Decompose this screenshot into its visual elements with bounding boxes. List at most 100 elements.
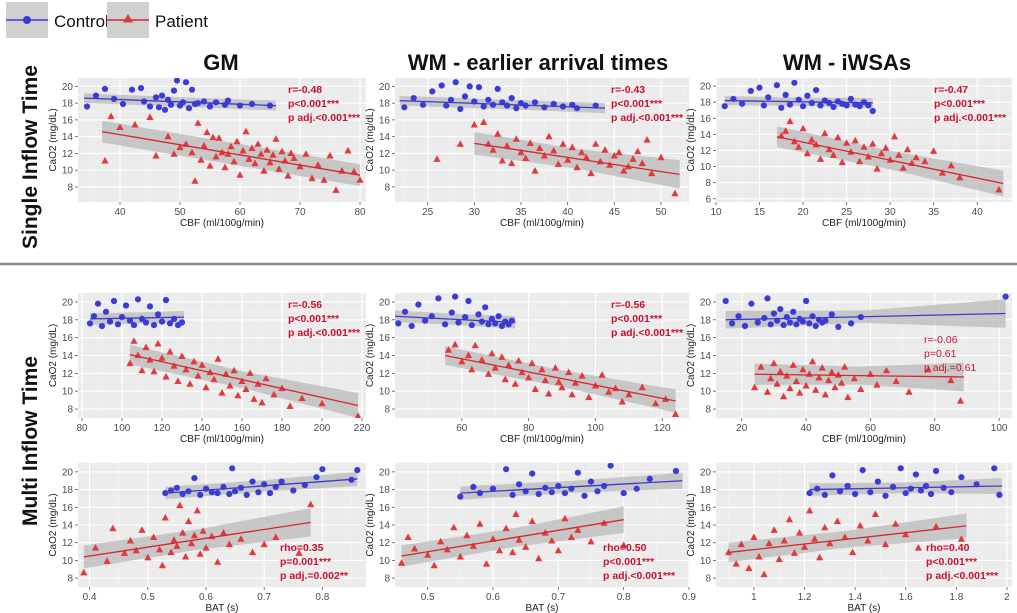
data-point-patient bbox=[275, 165, 283, 172]
data-point-control bbox=[313, 474, 320, 481]
data-point-patient bbox=[164, 132, 172, 140]
data-point-control bbox=[401, 308, 409, 315]
data-point-patient bbox=[551, 364, 559, 371]
data-point-control bbox=[448, 309, 455, 316]
data-point-patient bbox=[248, 548, 257, 556]
data-point-patient bbox=[193, 506, 201, 514]
data-point-patient bbox=[760, 570, 768, 578]
data-point-patient bbox=[509, 548, 517, 556]
data-point-control bbox=[319, 466, 326, 473]
data-point-patient bbox=[782, 127, 790, 134]
data-point-patient bbox=[775, 555, 783, 563]
data-point-patient bbox=[838, 158, 846, 166]
data-point-patient bbox=[170, 536, 178, 543]
x-tick-label: 1.4 bbox=[848, 592, 862, 603]
data-point-control bbox=[541, 104, 548, 111]
data-point-patient bbox=[179, 529, 187, 536]
data-point-patient bbox=[152, 151, 160, 159]
data-point-patient bbox=[938, 169, 946, 176]
stat-annotation-line: p adj.<0.001*** bbox=[611, 327, 684, 339]
data-point-patient bbox=[643, 136, 651, 143]
x-tick-label: 60 bbox=[234, 207, 246, 218]
stat-annotation-line: p<0.001*** bbox=[603, 556, 655, 568]
data-point-control bbox=[224, 97, 232, 104]
data-point-control bbox=[401, 104, 408, 111]
data-point-patient bbox=[212, 152, 220, 160]
data-point-patient bbox=[194, 372, 202, 379]
data-point-control bbox=[206, 103, 214, 110]
x-tick-label: 60 bbox=[865, 423, 877, 434]
data-point-patient bbox=[770, 526, 778, 533]
data-point-patient bbox=[250, 395, 258, 402]
data-point-patient bbox=[536, 144, 544, 151]
data-point-control bbox=[410, 95, 417, 102]
data-point-patient bbox=[194, 119, 202, 126]
data-point-control bbox=[800, 103, 807, 110]
data-point-patient bbox=[890, 132, 899, 140]
data-point-control bbox=[808, 99, 815, 107]
data-point-control bbox=[821, 491, 828, 498]
data-point-control bbox=[778, 104, 785, 111]
data-point-patient bbox=[270, 390, 278, 398]
y-tick-label: 8 bbox=[67, 405, 73, 416]
data-point-patient bbox=[170, 150, 178, 157]
data-point-patient bbox=[190, 357, 198, 365]
data-point-patient bbox=[215, 134, 223, 141]
data-point-patient bbox=[850, 374, 858, 382]
data-point-patient bbox=[161, 513, 169, 521]
data-point-patient bbox=[833, 517, 841, 525]
x-tick-label: 50 bbox=[655, 207, 667, 218]
data-point-patient bbox=[354, 412, 362, 418]
x-tick-label: 100 bbox=[114, 423, 131, 434]
data-point-patient bbox=[571, 379, 579, 386]
y-tick-label: 18 bbox=[379, 315, 391, 326]
y-tick-label: 20 bbox=[700, 297, 712, 308]
x-tick-label: 20 bbox=[797, 207, 809, 218]
data-point-patient bbox=[130, 337, 138, 344]
y-tick-label: 18 bbox=[700, 98, 712, 109]
data-point-control bbox=[735, 313, 742, 320]
data-point-control bbox=[783, 314, 790, 321]
x-axis-label: CBF (ml/100g/min) bbox=[180, 434, 264, 445]
data-point-patient bbox=[841, 363, 849, 370]
data-point-control bbox=[747, 87, 754, 94]
y-tick-label: 10 bbox=[62, 387, 74, 398]
data-point-patient bbox=[785, 515, 793, 523]
data-point-control bbox=[470, 483, 477, 490]
y-tick-label: 14 bbox=[62, 521, 74, 532]
data-point-control bbox=[646, 475, 653, 482]
data-point-patient bbox=[528, 359, 536, 367]
data-point-patient bbox=[531, 385, 539, 392]
data-point-patient bbox=[882, 144, 890, 151]
data-point-control bbox=[907, 485, 914, 492]
data-point-patient bbox=[176, 501, 184, 509]
data-point-patient bbox=[903, 145, 912, 153]
data-point-patient bbox=[200, 141, 208, 149]
x-tick-label: 40 bbox=[801, 423, 813, 434]
data-point-control bbox=[548, 489, 555, 496]
data-point-patient bbox=[671, 189, 679, 197]
stat-annotation-line: p<0.001*** bbox=[288, 313, 340, 325]
data-point-control bbox=[150, 322, 158, 329]
data-point-patient bbox=[295, 549, 303, 556]
data-point-patient bbox=[296, 162, 304, 170]
data-point-control bbox=[948, 489, 955, 496]
data-point-control bbox=[443, 102, 450, 109]
data-point-control bbox=[756, 84, 763, 91]
x-tick-label: 0.7 bbox=[257, 592, 271, 603]
data-point-control bbox=[799, 318, 807, 325]
y-tick-label: 12 bbox=[379, 369, 391, 380]
data-point-control bbox=[98, 322, 106, 330]
data-point-patient bbox=[184, 517, 193, 525]
data-point-patient bbox=[587, 537, 595, 545]
stat-annotation-line: r=-0.56 bbox=[611, 299, 645, 311]
data-point-control bbox=[488, 315, 495, 322]
y-tick-label: 6 bbox=[705, 194, 711, 205]
data-point-patient bbox=[272, 135, 280, 142]
data-point-patient bbox=[263, 146, 271, 153]
data-point-control bbox=[158, 318, 166, 325]
data-point-patient bbox=[786, 384, 794, 392]
data-point-control bbox=[447, 96, 455, 103]
data-point-patient bbox=[877, 149, 885, 157]
data-point-control bbox=[422, 317, 429, 324]
